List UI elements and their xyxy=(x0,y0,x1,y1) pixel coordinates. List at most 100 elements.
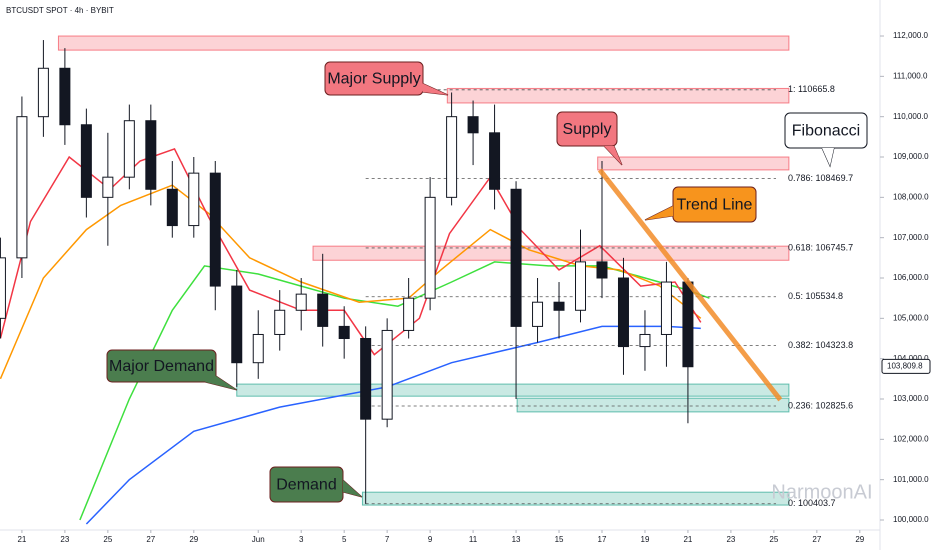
x-tick-label: 23 xyxy=(60,535,69,544)
x-tick-label: 21 xyxy=(17,535,26,544)
candle-body xyxy=(660,281,672,335)
zone xyxy=(516,397,790,413)
candle-body xyxy=(102,176,114,198)
y-tick-label: 107,000.0 xyxy=(893,233,929,242)
candle-body xyxy=(37,67,49,118)
callout-text: Major Supply xyxy=(327,71,420,88)
y-tick-label: 105,000.0 xyxy=(893,313,929,322)
x-tick-label: 9 xyxy=(428,535,433,544)
x-tick-label: 23 xyxy=(726,535,735,544)
callout-text: Major Demand xyxy=(109,358,214,375)
callout-text: Supply xyxy=(563,121,612,138)
x-tick-label: 15 xyxy=(555,535,564,544)
fib-label: 0.618: 106745.7 xyxy=(788,242,853,252)
candle-body xyxy=(489,132,501,190)
candle-body xyxy=(231,285,243,364)
candle-body xyxy=(295,293,307,311)
x-tick-label: 13 xyxy=(512,535,521,544)
x-tick-label: 21 xyxy=(683,535,692,544)
candle-body xyxy=(209,172,221,287)
candle-body xyxy=(252,333,264,364)
candle-body xyxy=(403,297,415,331)
candle-body xyxy=(575,261,587,311)
y-tick-label: 109,000.0 xyxy=(893,152,929,161)
candle-body xyxy=(617,277,629,348)
x-tick-label: 27 xyxy=(146,535,155,544)
y-tick-label: 112,000.0 xyxy=(893,31,929,40)
candle-body xyxy=(338,325,350,340)
fib-label: 0.236: 102825.6 xyxy=(788,400,853,410)
callout-text: Fibonacci xyxy=(792,123,860,140)
fib-label: 1: 110665.8 xyxy=(788,84,835,94)
moving-average xyxy=(0,147,702,356)
zone xyxy=(597,156,790,171)
candle-body xyxy=(274,309,286,335)
candle-body xyxy=(639,333,651,348)
zone xyxy=(361,491,790,506)
candle-body xyxy=(166,188,178,227)
y-tick-label: 100,000.0 xyxy=(893,515,929,524)
x-tick-label: 11 xyxy=(469,535,478,544)
watermark: NarmoonAI xyxy=(771,481,872,503)
candle-body xyxy=(59,67,71,126)
callout-text: Trend Line xyxy=(677,197,753,214)
y-tick-label: 103,000.0 xyxy=(893,394,929,403)
x-tick-label: 25 xyxy=(769,535,778,544)
callout-pointer-join xyxy=(205,376,237,390)
fib-label: 0.786: 108469.7 xyxy=(788,173,853,183)
last-price-box xyxy=(881,358,931,374)
x-tick-label: Jun xyxy=(252,535,265,544)
candle-body xyxy=(424,196,436,299)
fib-label: 0.5: 105534.8 xyxy=(788,291,843,301)
x-tick-label: 29 xyxy=(855,535,864,544)
candle-body xyxy=(381,329,393,420)
fib-label: 0.382: 104323.8 xyxy=(788,340,853,350)
candle-body xyxy=(510,188,522,327)
zone xyxy=(57,35,790,51)
candle-body xyxy=(188,172,200,227)
candle-body xyxy=(446,116,458,198)
x-tick-label: 7 xyxy=(385,535,390,544)
zone xyxy=(446,87,790,104)
y-tick-label: 106,000.0 xyxy=(893,273,929,282)
x-tick-label: 17 xyxy=(598,535,607,544)
callout-pointer-join xyxy=(822,148,834,166)
fib-label: 0: 100403.7 xyxy=(788,498,836,508)
y-tick-label: 108,000.0 xyxy=(893,192,929,201)
y-tick-label: 110,000.0 xyxy=(893,112,929,121)
x-tick-label: 25 xyxy=(103,535,112,544)
callout-box xyxy=(106,349,217,383)
candle-body xyxy=(123,120,135,178)
candle-body xyxy=(80,124,92,198)
callout-pointer-join xyxy=(415,80,448,95)
moving-average xyxy=(0,184,702,380)
callout-text: Demand xyxy=(276,477,336,494)
candle-body xyxy=(145,120,157,190)
candle-body xyxy=(0,257,6,319)
trend-line xyxy=(597,168,783,402)
callout-pointer-join xyxy=(343,480,362,497)
last-price-label: 103,809.8 xyxy=(887,361,923,370)
y-tick-label: 111,000.0 xyxy=(893,71,928,80)
y-tick-label: 101,000.0 xyxy=(893,475,929,484)
candle-body xyxy=(467,116,479,134)
x-tick-label: 27 xyxy=(812,535,821,544)
x-tick-label: 29 xyxy=(189,535,198,544)
chart-title: BTCUSDT SPOT · 4h · BYBIT xyxy=(6,6,114,15)
candle-body xyxy=(360,338,372,420)
candle-body xyxy=(317,293,329,327)
zone xyxy=(236,383,790,397)
candle-body xyxy=(16,116,28,259)
callout-pointer-join xyxy=(604,146,622,165)
callout-box xyxy=(324,61,424,96)
candle-body xyxy=(553,301,565,311)
callout-box xyxy=(556,111,618,147)
callout-box xyxy=(672,186,757,223)
candle-body xyxy=(532,301,544,327)
candle-body xyxy=(596,261,608,279)
candle-body xyxy=(682,281,694,368)
x-tick-label: 5 xyxy=(342,535,347,544)
y-tick-label: 102,000.0 xyxy=(893,434,929,443)
moving-average xyxy=(85,325,701,525)
